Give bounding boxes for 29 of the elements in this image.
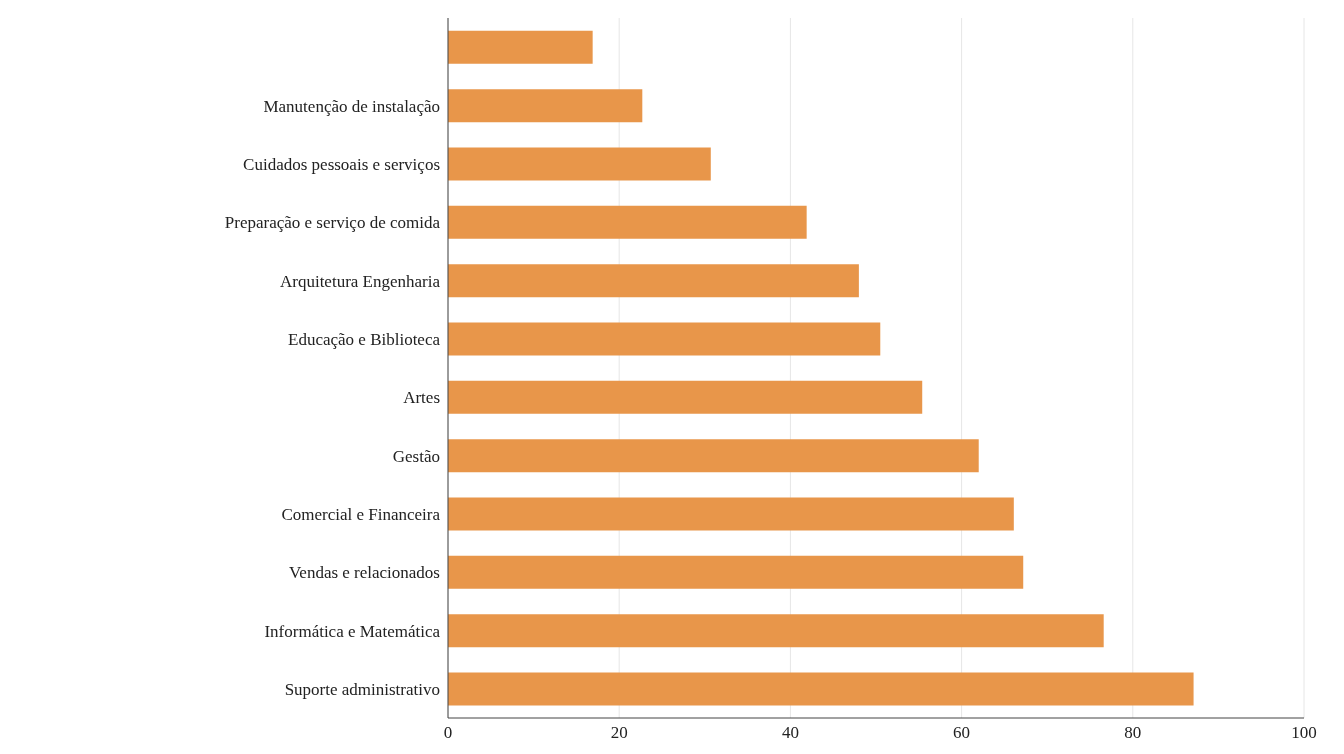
x-tick-label: 40 — [781, 723, 799, 743]
x-tick-label: 100 — [1291, 723, 1317, 743]
bar — [448, 672, 1194, 706]
y-tick-label: Informática e Matemática — [264, 621, 441, 641]
bar — [448, 497, 1014, 531]
y-tick-label: Educação e Biblioteca — [288, 329, 441, 349]
bar — [448, 380, 923, 414]
y-tick-label: Artes — [403, 388, 440, 408]
bar — [448, 439, 979, 473]
y-tick-label: Cuidados pessoais e serviços — [243, 154, 440, 174]
x-tick-label: 0 — [443, 723, 453, 743]
y-tick-label: Manutenção de instalação — [263, 96, 440, 116]
y-tick-label: Arquitetura Engenharia — [279, 271, 441, 291]
x-tick-label: 80 — [1124, 723, 1142, 743]
y-tick-label: Preparação e serviço de comida — [224, 213, 441, 233]
y-tick-label: Vendas e relacionados — [288, 563, 440, 583]
bar — [448, 555, 1024, 589]
bar — [448, 89, 643, 123]
bar — [448, 614, 1104, 648]
bar — [448, 30, 593, 64]
x-tick-label: 20 — [610, 723, 628, 743]
bar — [448, 264, 859, 298]
x-tick-label: 60 — [953, 723, 971, 743]
bar — [448, 147, 711, 181]
y-tick-label: Comercial e Financeira — [281, 504, 441, 524]
y-tick-label: Gestão — [392, 446, 440, 466]
y-tick-label: Suporte administrativo — [284, 679, 440, 699]
bar — [448, 322, 881, 356]
bar — [448, 205, 807, 239]
